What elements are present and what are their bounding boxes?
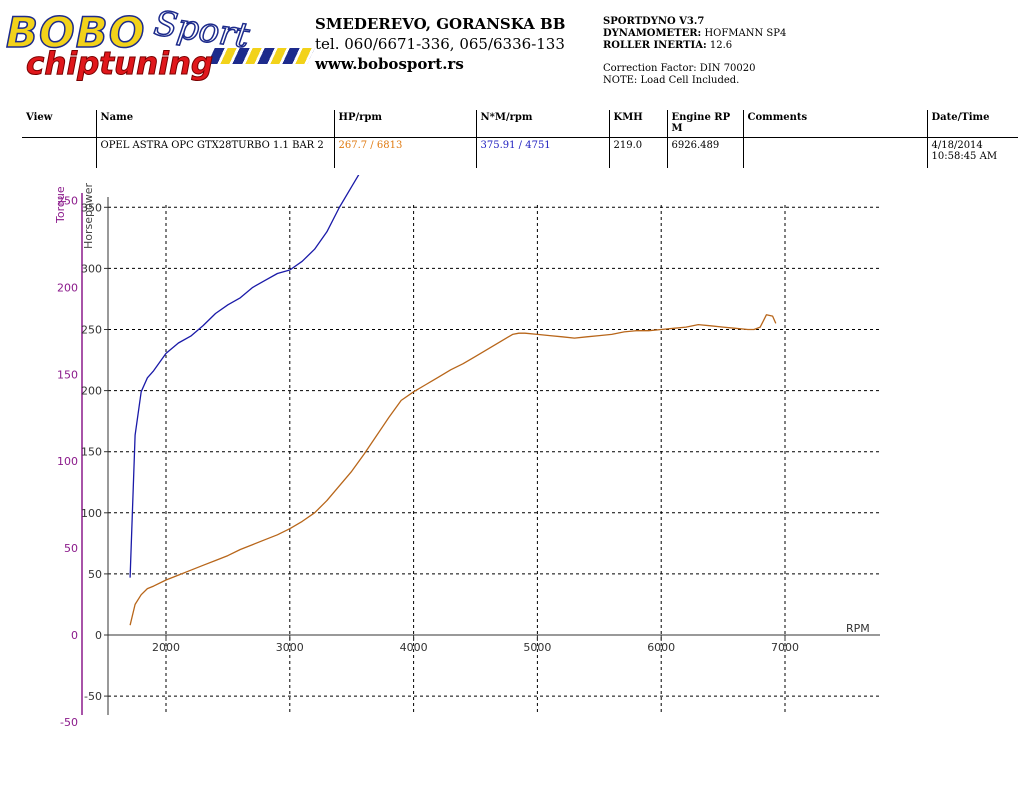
hp-tick-label: -50 xyxy=(84,690,102,703)
contact-website: www.bobosport.rs xyxy=(315,55,464,73)
hp-tick-label: 0 xyxy=(95,629,102,642)
x-axis-label: RPM xyxy=(846,622,870,635)
chart-axes xyxy=(81,193,880,715)
torque-tick-label: -50 xyxy=(60,716,78,729)
dyno-info: SPORTDYNO V3.7 DYNAMOMETER: HOFMANN SP4 … xyxy=(603,16,786,87)
torque-curve xyxy=(129,175,360,578)
torque-tick-label: 250 xyxy=(57,195,78,208)
cell-datetime: 4/18/2014 10:58:45 AM xyxy=(926,137,1018,168)
header-comments: Comments xyxy=(742,110,927,138)
results-table: View Name HP/rpm N*M/rpm KMH Engine RP M… xyxy=(22,110,1018,168)
hp-tick-label: 300 xyxy=(81,262,102,275)
table-header-row: View Name HP/rpm N*M/rpm KMH Engine RP M… xyxy=(22,110,1018,138)
cell-nm: 375.91 / 4751 xyxy=(475,137,609,168)
contact-address: SMEDEREVO, GORANSKA BB xyxy=(315,15,566,33)
header-datetime: Date/Time xyxy=(926,110,1018,138)
header-hp-rpm: HP/rpm xyxy=(333,110,476,138)
table-row[interactable]: OPEL ASTRA OPC GTX28TURBO 1.1 BAR 2 267.… xyxy=(22,137,1018,169)
software-version: SPORTDYNO V3.7 xyxy=(603,16,705,27)
torque-tick-label: 150 xyxy=(57,368,78,381)
bobosport-logo: BOBO Sport chiptuning xyxy=(5,3,315,83)
torque-tick-label: 100 xyxy=(57,455,78,468)
hp-tick-label: 50 xyxy=(88,568,102,581)
header-view: View xyxy=(22,110,96,138)
x-tick-label: 5000 xyxy=(523,641,551,654)
roller-inertia-label: ROLLER INERTIA: xyxy=(603,40,707,51)
correction-factor: Correction Factor: DIN 70020 xyxy=(603,63,756,74)
torque-tick-label: 0 xyxy=(71,629,78,642)
cell-engine-rpm: 6926.489 xyxy=(666,137,743,168)
cell-comments xyxy=(742,137,927,168)
hp-tick-label: 250 xyxy=(81,324,102,337)
cell-kmh: 219.0 xyxy=(608,137,667,168)
header-kmh: KMH xyxy=(608,110,667,138)
header-engine-rpm: Engine RP M xyxy=(666,110,743,138)
dynamometer-value: HOFMANN SP4 xyxy=(704,28,787,39)
hp-tick-label: 350 xyxy=(81,201,102,214)
torque-tick-label: 200 xyxy=(57,281,78,294)
logo-bobo-text: BOBO xyxy=(5,7,146,58)
cell-name: OPEL ASTRA OPC GTX28TURBO 1.1 BAR 2 xyxy=(95,137,334,168)
x-tick-label: 3000 xyxy=(276,641,304,654)
hp-tick-label: 200 xyxy=(81,385,102,398)
roller-inertia-value: 12.6 xyxy=(709,40,733,51)
contact-phone: tel. 060/6671-336, 065/6336-133 xyxy=(315,35,565,53)
x-tick-label: 6000 xyxy=(647,641,675,654)
hp-tick-label: 150 xyxy=(81,446,102,459)
header-name: Name xyxy=(95,110,334,138)
torque-tick-label: 50 xyxy=(64,542,78,555)
dynamometer-label: DYNAMOMETER: xyxy=(603,28,702,39)
x-tick-label: 4000 xyxy=(400,641,428,654)
chart-grid xyxy=(108,205,880,715)
hp-tick-label: 100 xyxy=(81,507,102,520)
cell-hp: 267.7 / 6813 xyxy=(333,137,476,168)
logo-chiptuning-text: chiptuning xyxy=(25,46,214,83)
chart-ticks: 2000 3000 4000 5000 6000 7000-500501001502002… xyxy=(57,195,799,729)
contact-block: SMEDEREVO, GORANSKA BB tel. 060/6671-336… xyxy=(315,14,565,74)
horsepower-axis-label: Horsepower xyxy=(82,183,95,249)
cell-view xyxy=(22,138,96,169)
load-cell-note: NOTE: Load Cell Included. xyxy=(603,75,740,86)
x-tick-label: 2000 xyxy=(152,641,180,654)
chart-series xyxy=(129,175,777,626)
x-tick-label: 7000 xyxy=(771,641,799,654)
dyno-chart: 2000 3000 4000 5000 6000 7000-500501001502002… xyxy=(54,175,880,729)
hp-curve xyxy=(129,314,777,626)
torque-axis-label: Torque xyxy=(54,186,67,224)
header-nm-rpm: N*M/rpm xyxy=(475,110,609,138)
